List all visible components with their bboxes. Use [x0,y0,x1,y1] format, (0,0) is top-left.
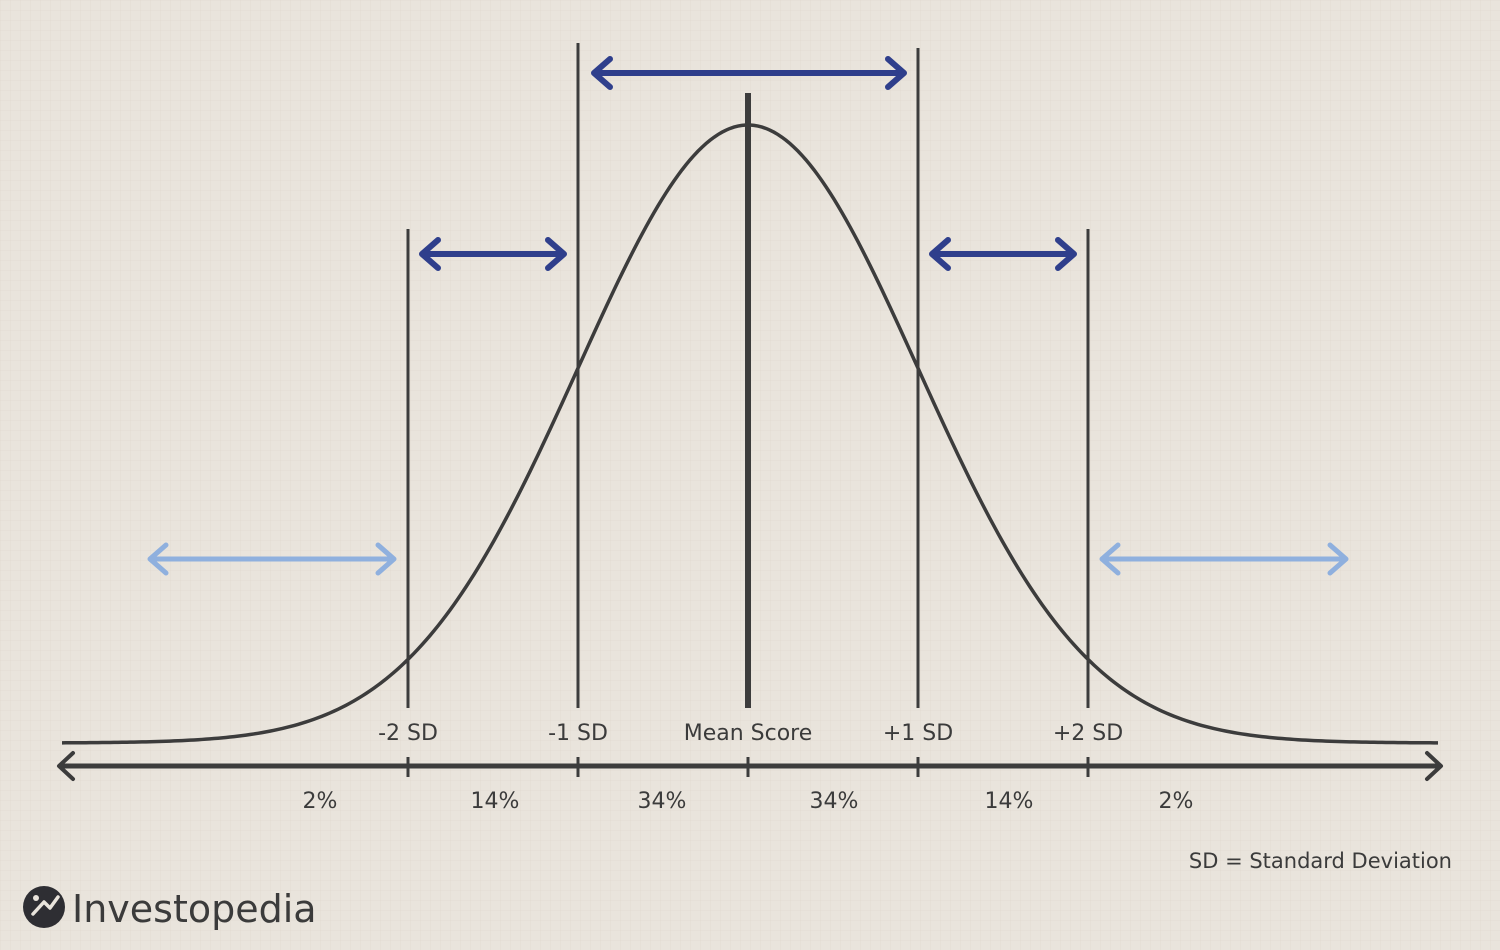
investopedia-logo-icon [23,886,65,928]
x-axis-left-arrowhead [57,751,75,781]
percent-label-minus-2-to-minus-1: 14% [471,789,520,814]
sd-label-plus-1: +1 SD [883,721,953,746]
percent-label-minus-1-to-mean: 34% [638,789,687,814]
arrow-left-tail [147,542,397,576]
legend-note: SD = Standard Deviation [1189,849,1452,873]
arrow-minus-1-to-plus-1 [591,56,907,90]
percent-label-left-tail: 2% [303,789,338,814]
bell-curve [61,123,1439,745]
percent-label-plus-1-to-plus-2: 14% [985,789,1034,814]
x-axis-right-arrowhead [1425,751,1443,781]
percent-label-right-tail: 2% [1159,789,1194,814]
sd-label-minus-1: -1 SD [548,721,608,746]
arrow-minus-2-to-minus-1 [419,237,567,271]
arrow-right-tail [1099,542,1349,576]
sd-label-mean: Mean Score [684,721,813,746]
sd-label-minus-2: -2 SD [378,721,438,746]
brand-name: Investopedia [72,887,317,931]
arrow-plus-1-to-plus-2 [929,237,1077,271]
percent-label-mean-to-plus-1: 34% [810,789,859,814]
sd-label-plus-2: +2 SD [1053,721,1123,746]
